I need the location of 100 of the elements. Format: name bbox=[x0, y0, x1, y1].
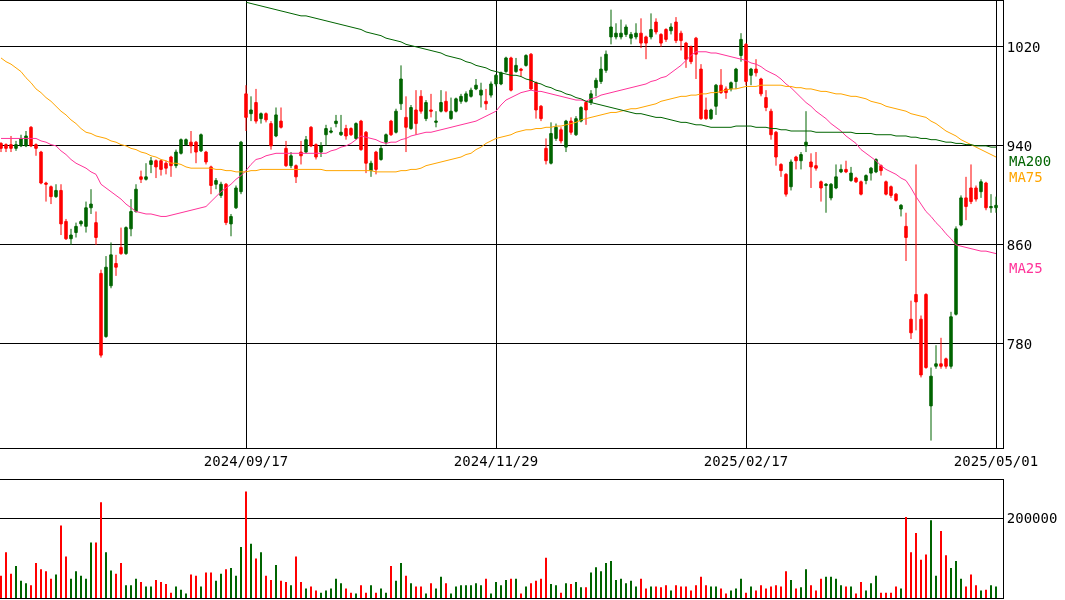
bar bbox=[380, 588, 382, 598]
bar bbox=[965, 586, 967, 598]
bar bbox=[945, 555, 947, 598]
candlestick bbox=[949, 311, 953, 370]
candlestick bbox=[339, 114, 343, 136]
bar bbox=[85, 578, 87, 598]
bar bbox=[445, 583, 447, 598]
candlestick bbox=[779, 162, 783, 178]
bar bbox=[635, 586, 637, 598]
bar bbox=[690, 590, 692, 598]
bar bbox=[895, 586, 897, 598]
bar bbox=[750, 586, 752, 598]
candlestick bbox=[259, 111, 263, 125]
bar bbox=[235, 575, 237, 598]
bar bbox=[110, 570, 112, 598]
candlestick bbox=[444, 90, 448, 113]
candlestick bbox=[714, 83, 718, 116]
bar bbox=[765, 588, 767, 598]
series-label: MA200 bbox=[1009, 153, 1052, 169]
bar bbox=[400, 562, 402, 598]
candlestick bbox=[559, 126, 563, 144]
candlestick bbox=[199, 132, 203, 153]
bar bbox=[125, 585, 127, 598]
bar bbox=[975, 585, 977, 598]
candlestick bbox=[484, 88, 488, 111]
bar bbox=[255, 558, 257, 598]
bar bbox=[80, 575, 82, 598]
candlestick bbox=[839, 163, 843, 173]
bar bbox=[575, 582, 577, 598]
bar bbox=[20, 580, 22, 598]
bar bbox=[140, 582, 142, 598]
bar bbox=[275, 564, 277, 598]
bar bbox=[390, 566, 392, 598]
bar bbox=[740, 578, 742, 598]
candlestick bbox=[569, 116, 573, 136]
candlestick bbox=[899, 203, 903, 217]
candlestick bbox=[819, 180, 823, 203]
bar bbox=[645, 588, 647, 598]
bar bbox=[885, 592, 887, 598]
candlestick bbox=[404, 95, 408, 153]
bar bbox=[730, 590, 732, 598]
bar bbox=[70, 578, 72, 598]
bar bbox=[585, 587, 587, 598]
bar bbox=[170, 592, 172, 598]
bar bbox=[280, 580, 282, 598]
line-series bbox=[245, 1, 997, 148]
bar bbox=[715, 586, 717, 598]
candlestick bbox=[269, 120, 273, 151]
bar bbox=[625, 583, 627, 598]
bar bbox=[680, 586, 682, 598]
bar bbox=[530, 583, 532, 598]
candlestick bbox=[709, 108, 713, 121]
bar bbox=[335, 578, 337, 598]
bar bbox=[15, 566, 17, 598]
candlestick bbox=[224, 182, 228, 226]
bar bbox=[660, 587, 662, 598]
bar bbox=[495, 582, 497, 598]
bar bbox=[225, 569, 227, 598]
candlestick bbox=[144, 162, 148, 180]
bar bbox=[0, 575, 2, 598]
bar bbox=[405, 575, 407, 598]
candlestick bbox=[789, 158, 793, 191]
bar bbox=[815, 590, 817, 598]
bar bbox=[985, 589, 987, 598]
x-tick-label: 2025/05/01 bbox=[953, 452, 1039, 469]
bar bbox=[195, 575, 197, 598]
bar bbox=[710, 586, 712, 598]
bar bbox=[230, 568, 232, 598]
candlestick bbox=[754, 58, 758, 78]
candlestick bbox=[439, 89, 443, 113]
candlestick bbox=[334, 114, 338, 128]
bar bbox=[910, 552, 912, 598]
bar bbox=[155, 580, 157, 598]
candlestick bbox=[374, 150, 378, 175]
bar bbox=[115, 573, 117, 598]
series-label: MA25 bbox=[1009, 260, 1043, 276]
bar bbox=[675, 585, 677, 598]
candlestick bbox=[479, 82, 483, 108]
bar bbox=[935, 575, 937, 598]
bar bbox=[435, 588, 437, 598]
bar bbox=[930, 520, 932, 598]
candlestick bbox=[934, 344, 938, 370]
candlestick bbox=[409, 104, 413, 131]
bar bbox=[100, 502, 102, 598]
bar bbox=[370, 585, 372, 598]
bar bbox=[955, 560, 957, 598]
bar bbox=[630, 580, 632, 598]
candlestick bbox=[864, 173, 868, 185]
bar bbox=[160, 582, 162, 598]
y-tick-label: 780 bbox=[1006, 335, 1033, 352]
candlestick bbox=[424, 99, 428, 122]
bar bbox=[45, 571, 47, 598]
candlestick bbox=[744, 42, 748, 86]
bar bbox=[795, 588, 797, 598]
bar bbox=[545, 557, 547, 598]
candlestick bbox=[54, 183, 58, 199]
bar bbox=[650, 586, 652, 598]
bar bbox=[465, 585, 467, 598]
bar bbox=[315, 590, 317, 598]
candlestick bbox=[844, 160, 848, 174]
